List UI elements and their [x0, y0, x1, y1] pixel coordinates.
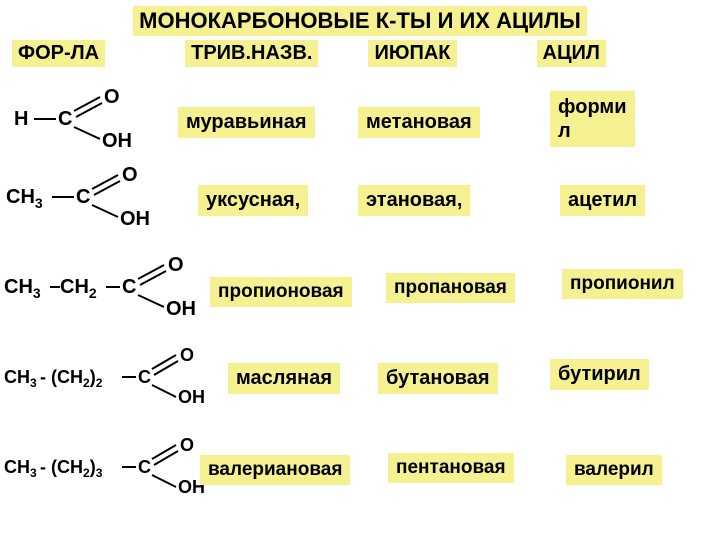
formula-propionic: CH3 CH2 C O OH — [2, 253, 202, 319]
header-acyl: АЦИЛ — [537, 40, 606, 67]
svg-text:C: C — [138, 457, 151, 477]
svg-text:CH3: CH3 — [4, 367, 37, 390]
svg-text:- (CH2)2: - (CH2)2 — [40, 367, 103, 390]
formula-valeric: CH3 - (CH2)3 C O OH — [2, 433, 212, 497]
iupac-acetic: этановая, — [358, 185, 470, 216]
svg-text:CH3: CH3 — [4, 276, 41, 301]
svg-text:OH: OH — [178, 387, 205, 407]
svg-text:O: O — [104, 87, 120, 108]
acids-table: H C O OH муравьиная метановая форми л CH… — [0, 77, 720, 547]
iupac-valeric: пентановая — [388, 453, 514, 483]
svg-text:CH3: CH3 — [6, 186, 43, 211]
svg-text:O: O — [180, 345, 194, 365]
trivial-valeric: валериановая — [200, 455, 350, 485]
svg-text:O: O — [180, 435, 194, 455]
acyl-butyric: бутирил — [550, 359, 649, 390]
formula-acetic: CH3 C O OH — [4, 165, 164, 227]
trivial-propionic: пропионовая — [210, 277, 352, 307]
svg-text:C: C — [122, 276, 136, 298]
svg-text:CH3: CH3 — [4, 457, 37, 480]
svg-text:OH: OH — [102, 130, 132, 149]
svg-text:OH: OH — [120, 208, 150, 227]
iupac-formic: метановая — [358, 107, 480, 138]
trivial-butyric: масляная — [228, 363, 340, 394]
svg-text:C: C — [76, 186, 90, 208]
trivial-acetic: уксусная, — [198, 185, 308, 216]
svg-text:O: O — [122, 165, 138, 186]
header-trivial: ТРИВ.НАЗВ. — [185, 40, 318, 67]
acyl-formic: форми л — [550, 91, 635, 147]
acyl-valeric: валерил — [566, 455, 662, 485]
acyl-acetic: ацетил — [560, 185, 645, 216]
svg-text:O: O — [168, 254, 184, 276]
svg-text:C: C — [138, 367, 151, 387]
acyl-propionic: пропионил — [562, 269, 683, 299]
iupac-butyric: бутановая — [378, 363, 498, 394]
header-iupac: ИЮПАК — [368, 40, 456, 67]
column-headers: ФОР-ЛА ТРИВ.НАЗВ. ИЮПАК АЦИЛ — [0, 38, 720, 77]
header-formula: ФОР-ЛА — [12, 40, 105, 67]
formula-butyric: CH3 - (CH2)2 C O OH — [2, 343, 212, 407]
svg-text:- (CH2)3: - (CH2)3 — [40, 457, 103, 480]
page-title: МОНОКАРБОНОВЫЕ К-ТЫ И ИХ АЦИЛЫ — [133, 6, 587, 36]
svg-text:OH: OH — [166, 298, 196, 319]
svg-text:CH2: CH2 — [60, 276, 97, 301]
svg-text:C: C — [58, 108, 72, 130]
trivial-formic: муравьиная — [178, 107, 315, 138]
svg-text:H: H — [14, 108, 28, 130]
formula-formic: H C O OH — [8, 87, 148, 149]
iupac-propionic: пропановая — [386, 273, 515, 303]
